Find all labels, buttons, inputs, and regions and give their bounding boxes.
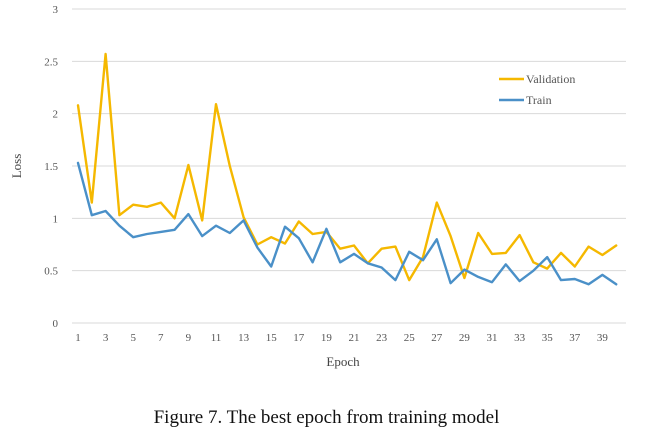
x-tick-label: 39 [597, 332, 609, 344]
x-tick-label: 7 [158, 332, 164, 344]
x-tick-label: 9 [186, 332, 192, 344]
x-tick-label: 31 [487, 332, 498, 344]
x-tick-label: 29 [459, 332, 471, 344]
x-tick-label: 21 [349, 332, 360, 344]
legend: Validation Train [499, 72, 575, 107]
series-lines [76, 52, 618, 286]
x-tick-label: 33 [514, 332, 526, 344]
x-tick-label: 37 [569, 332, 581, 344]
y-tick-label: 1.5 [44, 161, 58, 173]
x-tick-label: 19 [321, 332, 333, 344]
x-axis-title: Epoch [326, 354, 360, 369]
y-tick-label: 3 [53, 4, 59, 16]
x-tick-label: 15 [266, 332, 278, 344]
x-axis-tick-labels: 1 3 5 7 9 11 13 15 17 19 21 23 25 27 29 31 33 35 37 39 [75, 332, 608, 344]
x-tick-label: 1 [75, 332, 81, 344]
y-axis-tick-labels: 0 0.5 1 1.5 2 2.5 3 [44, 4, 58, 330]
y-tick-label: 1 [53, 213, 59, 225]
series-line-validation [76, 52, 618, 282]
series-line-train [76, 161, 618, 286]
y-axis-title: Loss [9, 154, 24, 179]
y-tick-label: 2.5 [44, 56, 58, 68]
x-tick-label: 13 [238, 332, 250, 344]
x-tick-label: 23 [376, 332, 388, 344]
y-tick-label: 0.5 [44, 266, 58, 278]
legend-label-validation: Validation [526, 72, 575, 86]
y-tick-label: 0 [53, 318, 59, 330]
x-tick-label: 11 [211, 332, 222, 344]
x-tick-label: 27 [431, 332, 443, 344]
grid-lines [72, 8, 626, 324]
legend-label-train: Train [526, 93, 552, 107]
y-tick-label: 2 [53, 109, 59, 121]
x-tick-label: 25 [404, 332, 416, 344]
x-tick-label: 3 [103, 332, 109, 344]
figure-caption: Figure 7. The best epoch from training m… [153, 407, 500, 428]
line-chart: 00.511.522.53 1 3 5 7 9 11 13 15 17 19 21 23 25 27 29 3… [9, 4, 626, 369]
x-tick-label: 35 [542, 332, 554, 344]
x-tick-label: 5 [130, 332, 136, 344]
x-tick-label: 17 [293, 332, 305, 344]
